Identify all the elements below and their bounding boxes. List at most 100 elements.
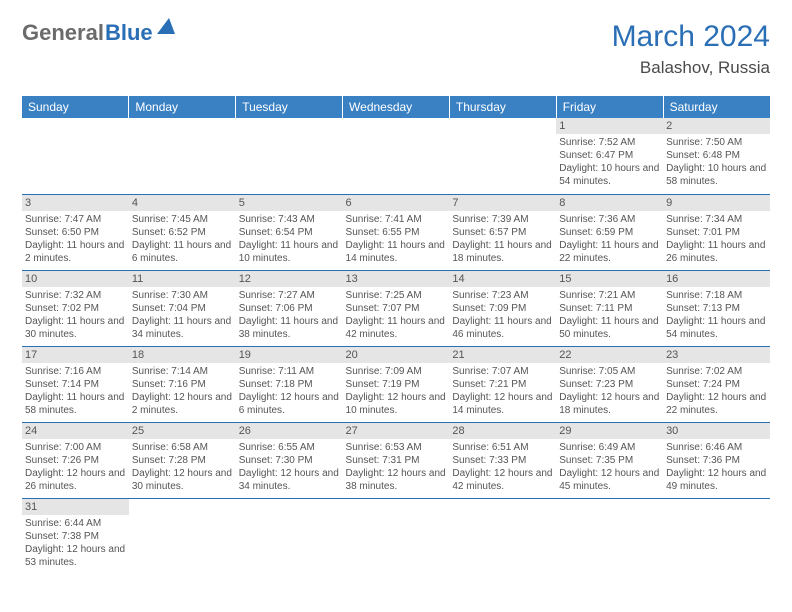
day-number: 4 [129, 195, 236, 211]
day-header: Tuesday [236, 96, 343, 118]
calendar-day-cell: 14 Sunrise: 7:23 AMSunset: 7:09 PMDayligh… [449, 270, 556, 346]
day-details: Sunrise: 7:27 AMSunset: 7:06 PMDaylight:… [239, 289, 340, 341]
day-number: 19 [236, 347, 343, 363]
day-number: 31 [22, 499, 129, 515]
day-number: 1 [556, 118, 663, 134]
day-number: 27 [343, 423, 450, 439]
day-header: Wednesday [343, 96, 450, 118]
calendar-day-cell [236, 118, 343, 194]
day-details: Sunrise: 6:55 AMSunset: 7:30 PMDaylight:… [239, 441, 340, 493]
calendar-day-cell: 28 Sunrise: 6:51 AMSunset: 7:33 PMDayligh… [449, 422, 556, 498]
calendar-day-cell: 27 Sunrise: 6:53 AMSunset: 7:31 PMDayligh… [343, 422, 450, 498]
calendar-day-cell [22, 118, 129, 194]
calendar-day-cell: 17 Sunrise: 7:16 AMSunset: 7:14 PMDayligh… [22, 346, 129, 422]
calendar-day-cell: 25Sunrise: 6:58 AMSunset: 7:28 PMDayligh… [129, 422, 236, 498]
day-number: 7 [449, 195, 556, 211]
day-details: Sunrise: 7:36 AMSunset: 6:59 PMDaylight:… [559, 213, 660, 265]
calendar-day-cell: 21 Sunrise: 7:07 AMSunset: 7:21 PMDayligh… [449, 346, 556, 422]
day-header: Saturday [663, 96, 770, 118]
day-details: Sunrise: 7:11 AMSunset: 7:18 PMDaylight:… [239, 365, 340, 417]
day-number: 25 [129, 423, 236, 439]
day-number: 3 [22, 195, 129, 211]
day-number: 21 [449, 347, 556, 363]
day-details: Sunrise: 7:14 AMSunset: 7:16 PMDaylight:… [132, 365, 233, 417]
calendar-day-cell: 6 Sunrise: 7:41 AMSunset: 6:55 PMDaylight… [343, 194, 450, 270]
calendar-day-cell: 26 Sunrise: 6:55 AMSunset: 7:30 PMDayligh… [236, 422, 343, 498]
day-number: 15 [556, 271, 663, 287]
calendar-week-row: 1 Sunrise: 7:52 AMSunset: 6:47 PMDaylight… [22, 118, 770, 194]
day-details: Sunrise: 7:25 AMSunset: 7:07 PMDaylight:… [346, 289, 447, 341]
calendar-day-cell: 10Sunrise: 7:32 AMSunset: 7:02 PMDayligh… [22, 270, 129, 346]
day-details: Sunrise: 7:21 AMSunset: 7:11 PMDaylight:… [559, 289, 660, 341]
day-number: 6 [343, 195, 450, 211]
day-number: 28 [449, 423, 556, 439]
day-number: 23 [663, 347, 770, 363]
day-number: 9 [663, 195, 770, 211]
calendar-header-row: SundayMondayTuesdayWednesdayThursdayFrid… [22, 96, 770, 118]
calendar-body: 1 Sunrise: 7:52 AMSunset: 6:47 PMDaylight… [22, 118, 770, 574]
logo: GeneralBlue [22, 20, 179, 46]
calendar-day-cell: 22 Sunrise: 7:05 AMSunset: 7:23 PMDayligh… [556, 346, 663, 422]
day-number: 30 [663, 423, 770, 439]
calendar-day-cell: 12 Sunrise: 7:27 AMSunset: 7:06 PMDayligh… [236, 270, 343, 346]
day-details: Sunrise: 7:18 AMSunset: 7:13 PMDaylight:… [666, 289, 767, 341]
calendar-day-cell: 11 Sunrise: 7:30 AMSunset: 7:04 PMDayligh… [129, 270, 236, 346]
day-details: Sunrise: 7:34 AMSunset: 7:01 PMDaylight:… [666, 213, 767, 265]
calendar-day-cell [449, 118, 556, 194]
day-details: Sunrise: 6:51 AMSunset: 7:33 PMDaylight:… [452, 441, 553, 493]
calendar-day-cell: 29Sunrise: 6:49 AMSunset: 7:35 PMDayligh… [556, 422, 663, 498]
calendar-day-cell: 9 Sunrise: 7:34 AMSunset: 7:01 PMDaylight… [663, 194, 770, 270]
calendar-table: SundayMondayTuesdayWednesdayThursdayFrid… [22, 96, 770, 574]
day-details: Sunrise: 7:50 AMSunset: 6:48 PMDaylight:… [666, 136, 767, 188]
day-details: Sunrise: 7:16 AMSunset: 7:14 PMDaylight:… [25, 365, 126, 417]
day-number: 11 [129, 271, 236, 287]
day-details: Sunrise: 7:23 AMSunset: 7:09 PMDaylight:… [452, 289, 553, 341]
calendar-day-cell [663, 498, 770, 574]
calendar-day-cell: 31 Sunrise: 6:44 AMSunset: 7:38 PMDayligh… [22, 498, 129, 574]
day-details: Sunrise: 7:02 AMSunset: 7:24 PMDaylight:… [666, 365, 767, 417]
day-number: 8 [556, 195, 663, 211]
calendar-day-cell: 16Sunrise: 7:18 AMSunset: 7:13 PMDayligh… [663, 270, 770, 346]
calendar-day-cell: 4Sunrise: 7:45 AMSunset: 6:52 PMDaylight… [129, 194, 236, 270]
calendar-day-cell [449, 498, 556, 574]
day-number: 13 [343, 271, 450, 287]
calendar-day-cell: 3Sunrise: 7:47 AMSunset: 6:50 PMDaylight… [22, 194, 129, 270]
day-number: 5 [236, 195, 343, 211]
day-number: 2 [663, 118, 770, 134]
calendar-day-cell: 8 Sunrise: 7:36 AMSunset: 6:59 PMDaylight… [556, 194, 663, 270]
day-details: Sunrise: 7:05 AMSunset: 7:23 PMDaylight:… [559, 365, 660, 417]
day-number: 22 [556, 347, 663, 363]
day-details: Sunrise: 7:09 AMSunset: 7:19 PMDaylight:… [346, 365, 447, 417]
calendar-day-cell [556, 498, 663, 574]
calendar-week-row: 17 Sunrise: 7:16 AMSunset: 7:14 PMDayligh… [22, 346, 770, 422]
day-details: Sunrise: 7:30 AMSunset: 7:04 PMDaylight:… [132, 289, 233, 341]
day-number: 20 [343, 347, 450, 363]
calendar-week-row: 24Sunrise: 7:00 AMSunset: 7:26 PMDayligh… [22, 422, 770, 498]
day-header: Monday [129, 96, 236, 118]
calendar-week-row: 10Sunrise: 7:32 AMSunset: 7:02 PMDayligh… [22, 270, 770, 346]
day-details: Sunrise: 7:52 AMSunset: 6:47 PMDaylight:… [559, 136, 660, 188]
day-details: Sunrise: 7:07 AMSunset: 7:21 PMDaylight:… [452, 365, 553, 417]
month-title: March 2024 [612, 20, 770, 54]
day-header: Thursday [449, 96, 556, 118]
logo-text-1: General [22, 20, 104, 46]
sail-icon [157, 14, 179, 40]
day-details: Sunrise: 6:44 AMSunset: 7:38 PMDaylight:… [25, 517, 126, 569]
calendar-day-cell [343, 498, 450, 574]
day-details: Sunrise: 7:41 AMSunset: 6:55 PMDaylight:… [346, 213, 447, 265]
day-details: Sunrise: 6:53 AMSunset: 7:31 PMDaylight:… [346, 441, 447, 493]
day-number: 17 [22, 347, 129, 363]
calendar-day-cell: 20 Sunrise: 7:09 AMSunset: 7:19 PMDayligh… [343, 346, 450, 422]
day-number: 26 [236, 423, 343, 439]
calendar-week-row: 31 Sunrise: 6:44 AMSunset: 7:38 PMDayligh… [22, 498, 770, 574]
day-number: 14 [449, 271, 556, 287]
calendar-day-cell: 18 Sunrise: 7:14 AMSunset: 7:16 PMDayligh… [129, 346, 236, 422]
title-block: March 2024 Balashov, Russia [612, 20, 770, 78]
day-number: 10 [22, 271, 129, 287]
calendar-day-cell: 15 Sunrise: 7:21 AMSunset: 7:11 PMDayligh… [556, 270, 663, 346]
calendar-day-cell: 19 Sunrise: 7:11 AMSunset: 7:18 PMDayligh… [236, 346, 343, 422]
day-header: Friday [556, 96, 663, 118]
location: Balashov, Russia [612, 58, 770, 78]
day-number: 12 [236, 271, 343, 287]
day-number: 18 [129, 347, 236, 363]
